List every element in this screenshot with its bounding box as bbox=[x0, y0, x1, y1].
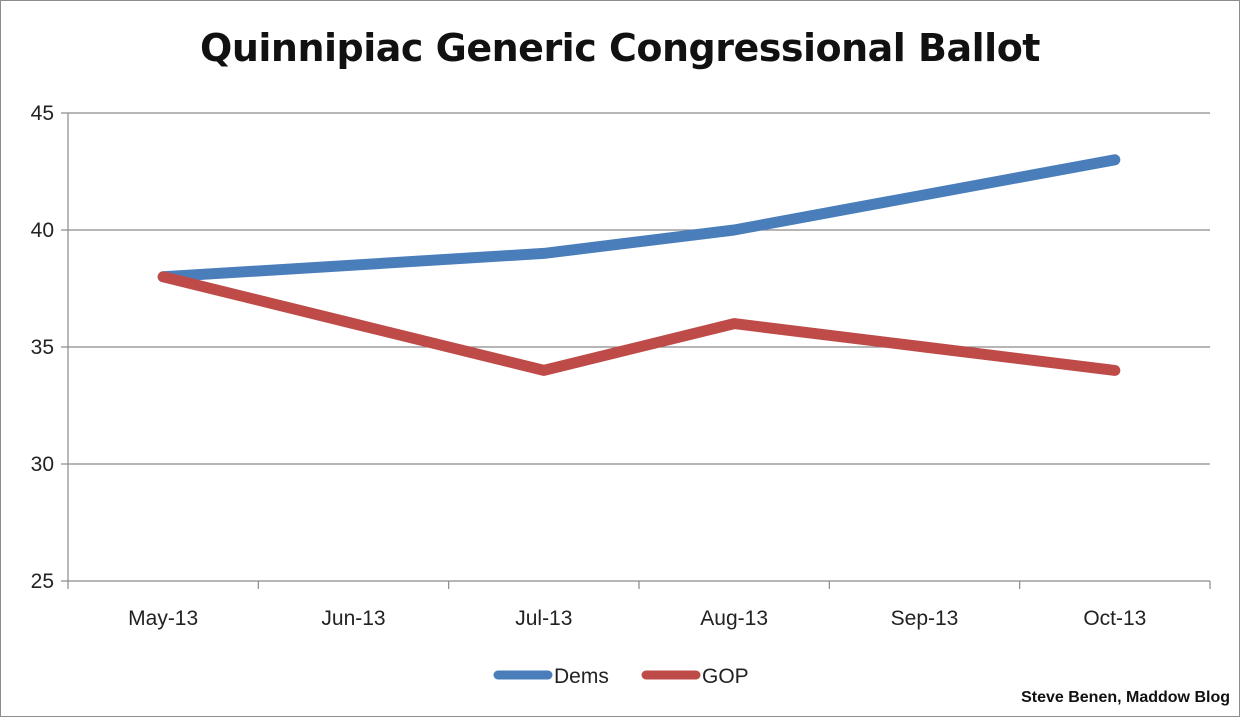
legend-label-gop: GOP bbox=[702, 665, 749, 688]
legend: Dems GOP bbox=[493, 665, 749, 688]
gridlines bbox=[68, 112, 1210, 465]
series-line-dems bbox=[157, 154, 1121, 283]
x-tick-label: Aug-13 bbox=[700, 607, 768, 630]
x-tick-label: May-13 bbox=[128, 607, 198, 630]
y-tick-label: 40 bbox=[31, 219, 54, 242]
x-tick-label: Sep-13 bbox=[891, 607, 959, 630]
series-line-gop bbox=[157, 271, 1121, 376]
y-tick-label: 25 bbox=[31, 570, 54, 593]
x-axis-ticks: May-13 Jun-13 Jul-13 Aug-13 Sep-13 Oct-13 bbox=[67, 581, 1211, 630]
y-tick-label: 45 bbox=[31, 102, 54, 125]
series-lines bbox=[157, 154, 1121, 376]
x-tick-label: Jun-13 bbox=[321, 607, 385, 630]
credit-text: Steve Benen, Maddow Blog bbox=[1021, 689, 1230, 706]
y-tick-label: 35 bbox=[31, 336, 54, 359]
x-tick-label: Oct-13 bbox=[1083, 607, 1146, 630]
x-tick-label: Jul-13 bbox=[515, 607, 572, 630]
y-tick-label: 30 bbox=[31, 453, 54, 476]
legend-label-dems: Dems bbox=[554, 665, 609, 688]
y-axis-ticks: 25 30 35 40 45 bbox=[31, 102, 68, 593]
chart-title: Quinnipiac Generic Congressional Ballot bbox=[200, 26, 1040, 70]
